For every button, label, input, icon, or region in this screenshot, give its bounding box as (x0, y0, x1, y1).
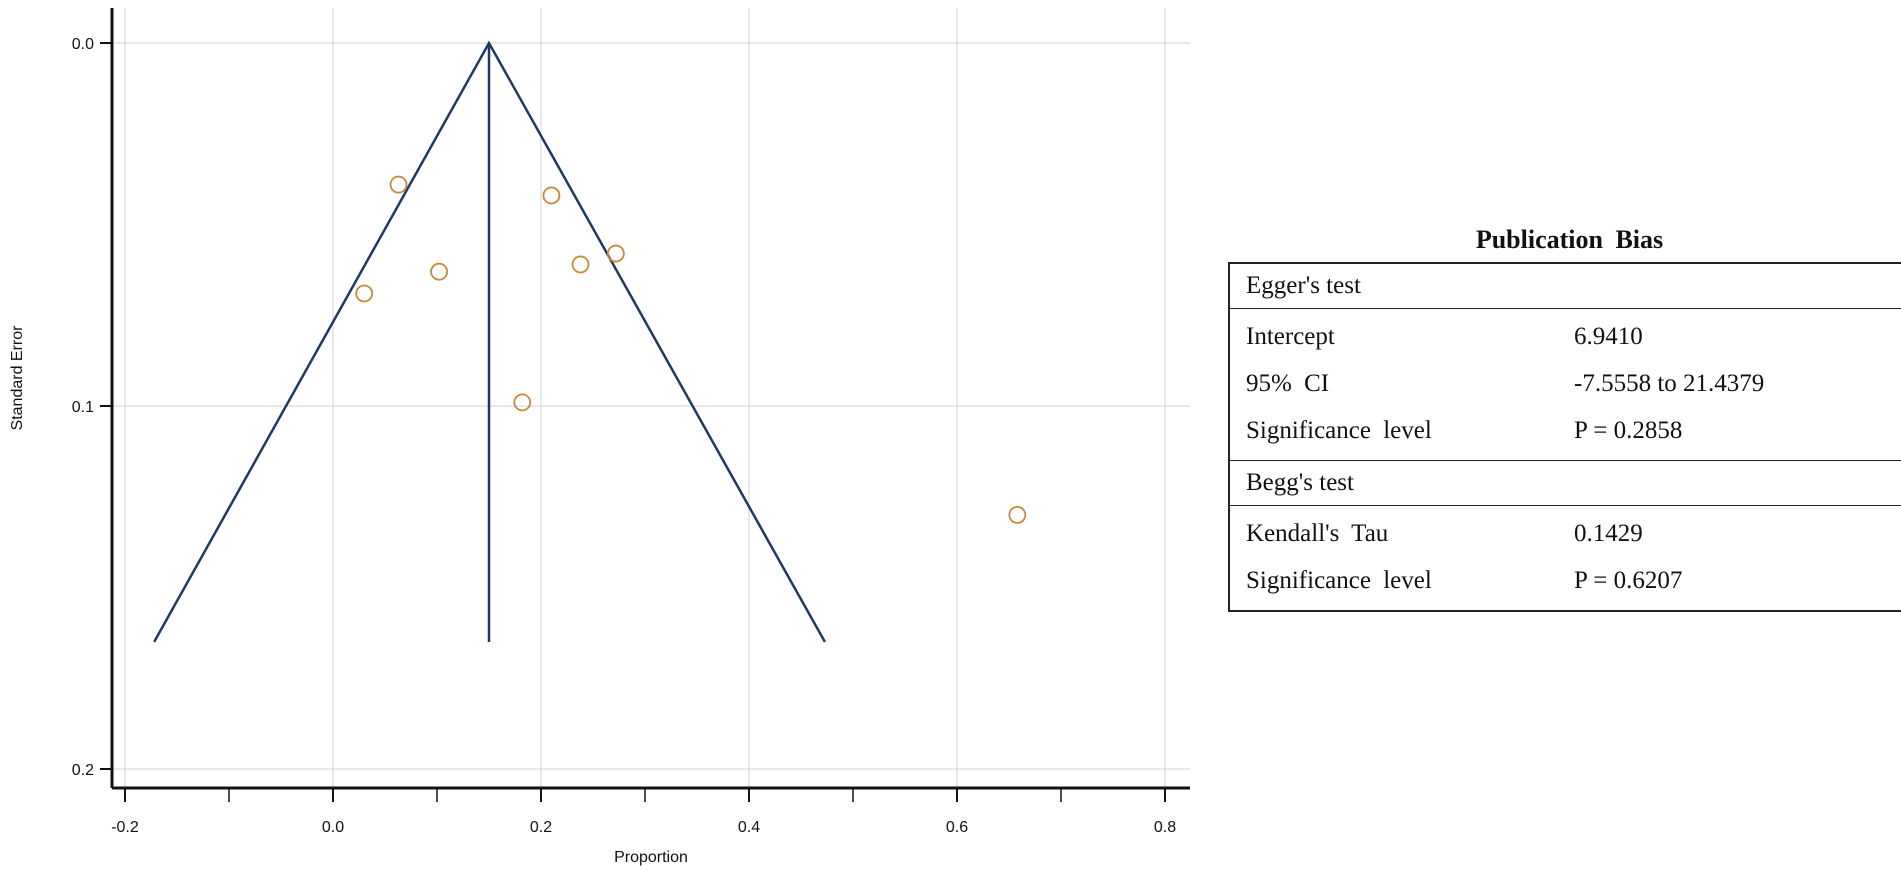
grid-lines (112, 8, 1190, 788)
y-tick-label: 0.2 (72, 762, 94, 779)
data-point (571, 255, 590, 274)
begg-test-heading: Begg's test (1230, 461, 1901, 506)
begg-tau-label: Kendall's Tau (1246, 520, 1389, 547)
data-point (606, 244, 625, 263)
y-tick-label: 0.1 (72, 399, 94, 416)
begg-tau-row: Kendall's Tau 0.1429 (1230, 510, 1901, 557)
y-axis-label: Standard Error (9, 325, 26, 431)
egger-test-rows: Intercept 6.9410 95% CI -7.5558 to 21.43… (1230, 309, 1901, 461)
egger-ci-label: 95% CI (1246, 370, 1330, 397)
egger-intercept-label: Intercept (1246, 323, 1335, 350)
data-point (389, 175, 408, 194)
funnel-lines (153, 40, 827, 643)
publication-bias-title: Publication Bias (1475, 225, 1664, 254)
begg-significance-value: P = 0.6207 (1574, 567, 1683, 594)
x-tick-label: 0.2 (530, 819, 552, 836)
egger-significance-value: P = 0.2858 (1574, 417, 1683, 444)
data-point (355, 284, 374, 303)
egger-significance-row: Significance level P = 0.2858 (1230, 407, 1901, 454)
egger-ci-row: 95% CI -7.5558 to 21.4379 (1230, 360, 1901, 407)
x-tick-label: 0.4 (738, 819, 760, 836)
x-tick-label: 0.8 (1154, 819, 1176, 836)
data-point (513, 393, 532, 412)
x-tick-label: -0.2 (111, 819, 139, 836)
begg-significance-row: Significance level P = 0.6207 (1230, 557, 1901, 604)
begg-test-rows: Kendall's Tau 0.1429 Significance level … (1230, 506, 1901, 610)
data-points (355, 175, 1027, 524)
publication-bias-panel: Publication Bias Egger's test Intercept … (1228, 218, 1901, 612)
data-point (1008, 506, 1027, 524)
x-tick-label: 0.0 (322, 819, 344, 836)
axes (110, 8, 1190, 790)
egger-ci-value: -7.5558 to 21.4379 (1574, 370, 1765, 397)
axis-ticks: -0.2 0.0 0.2 0.4 0.6 0.8 0.0 0.1 0.2 (72, 36, 1176, 836)
x-tick-label: 0.6 (946, 819, 968, 836)
egger-significance-label: Significance level (1246, 417, 1432, 444)
data-point (430, 262, 448, 281)
y-tick-label: 0.0 (72, 36, 94, 53)
data-point (542, 186, 561, 205)
egger-intercept-value: 6.9410 (1574, 323, 1643, 350)
x-axis-label: Proportion (614, 849, 688, 866)
begg-significance-label: Significance level (1246, 567, 1432, 594)
egger-intercept-row: Intercept 6.9410 (1230, 313, 1901, 360)
publication-bias-table: Egger's test Intercept 6.9410 95% CI -7.… (1228, 262, 1901, 612)
egger-test-heading: Egger's test (1230, 264, 1901, 309)
begg-tau-value: 0.1429 (1574, 520, 1643, 547)
